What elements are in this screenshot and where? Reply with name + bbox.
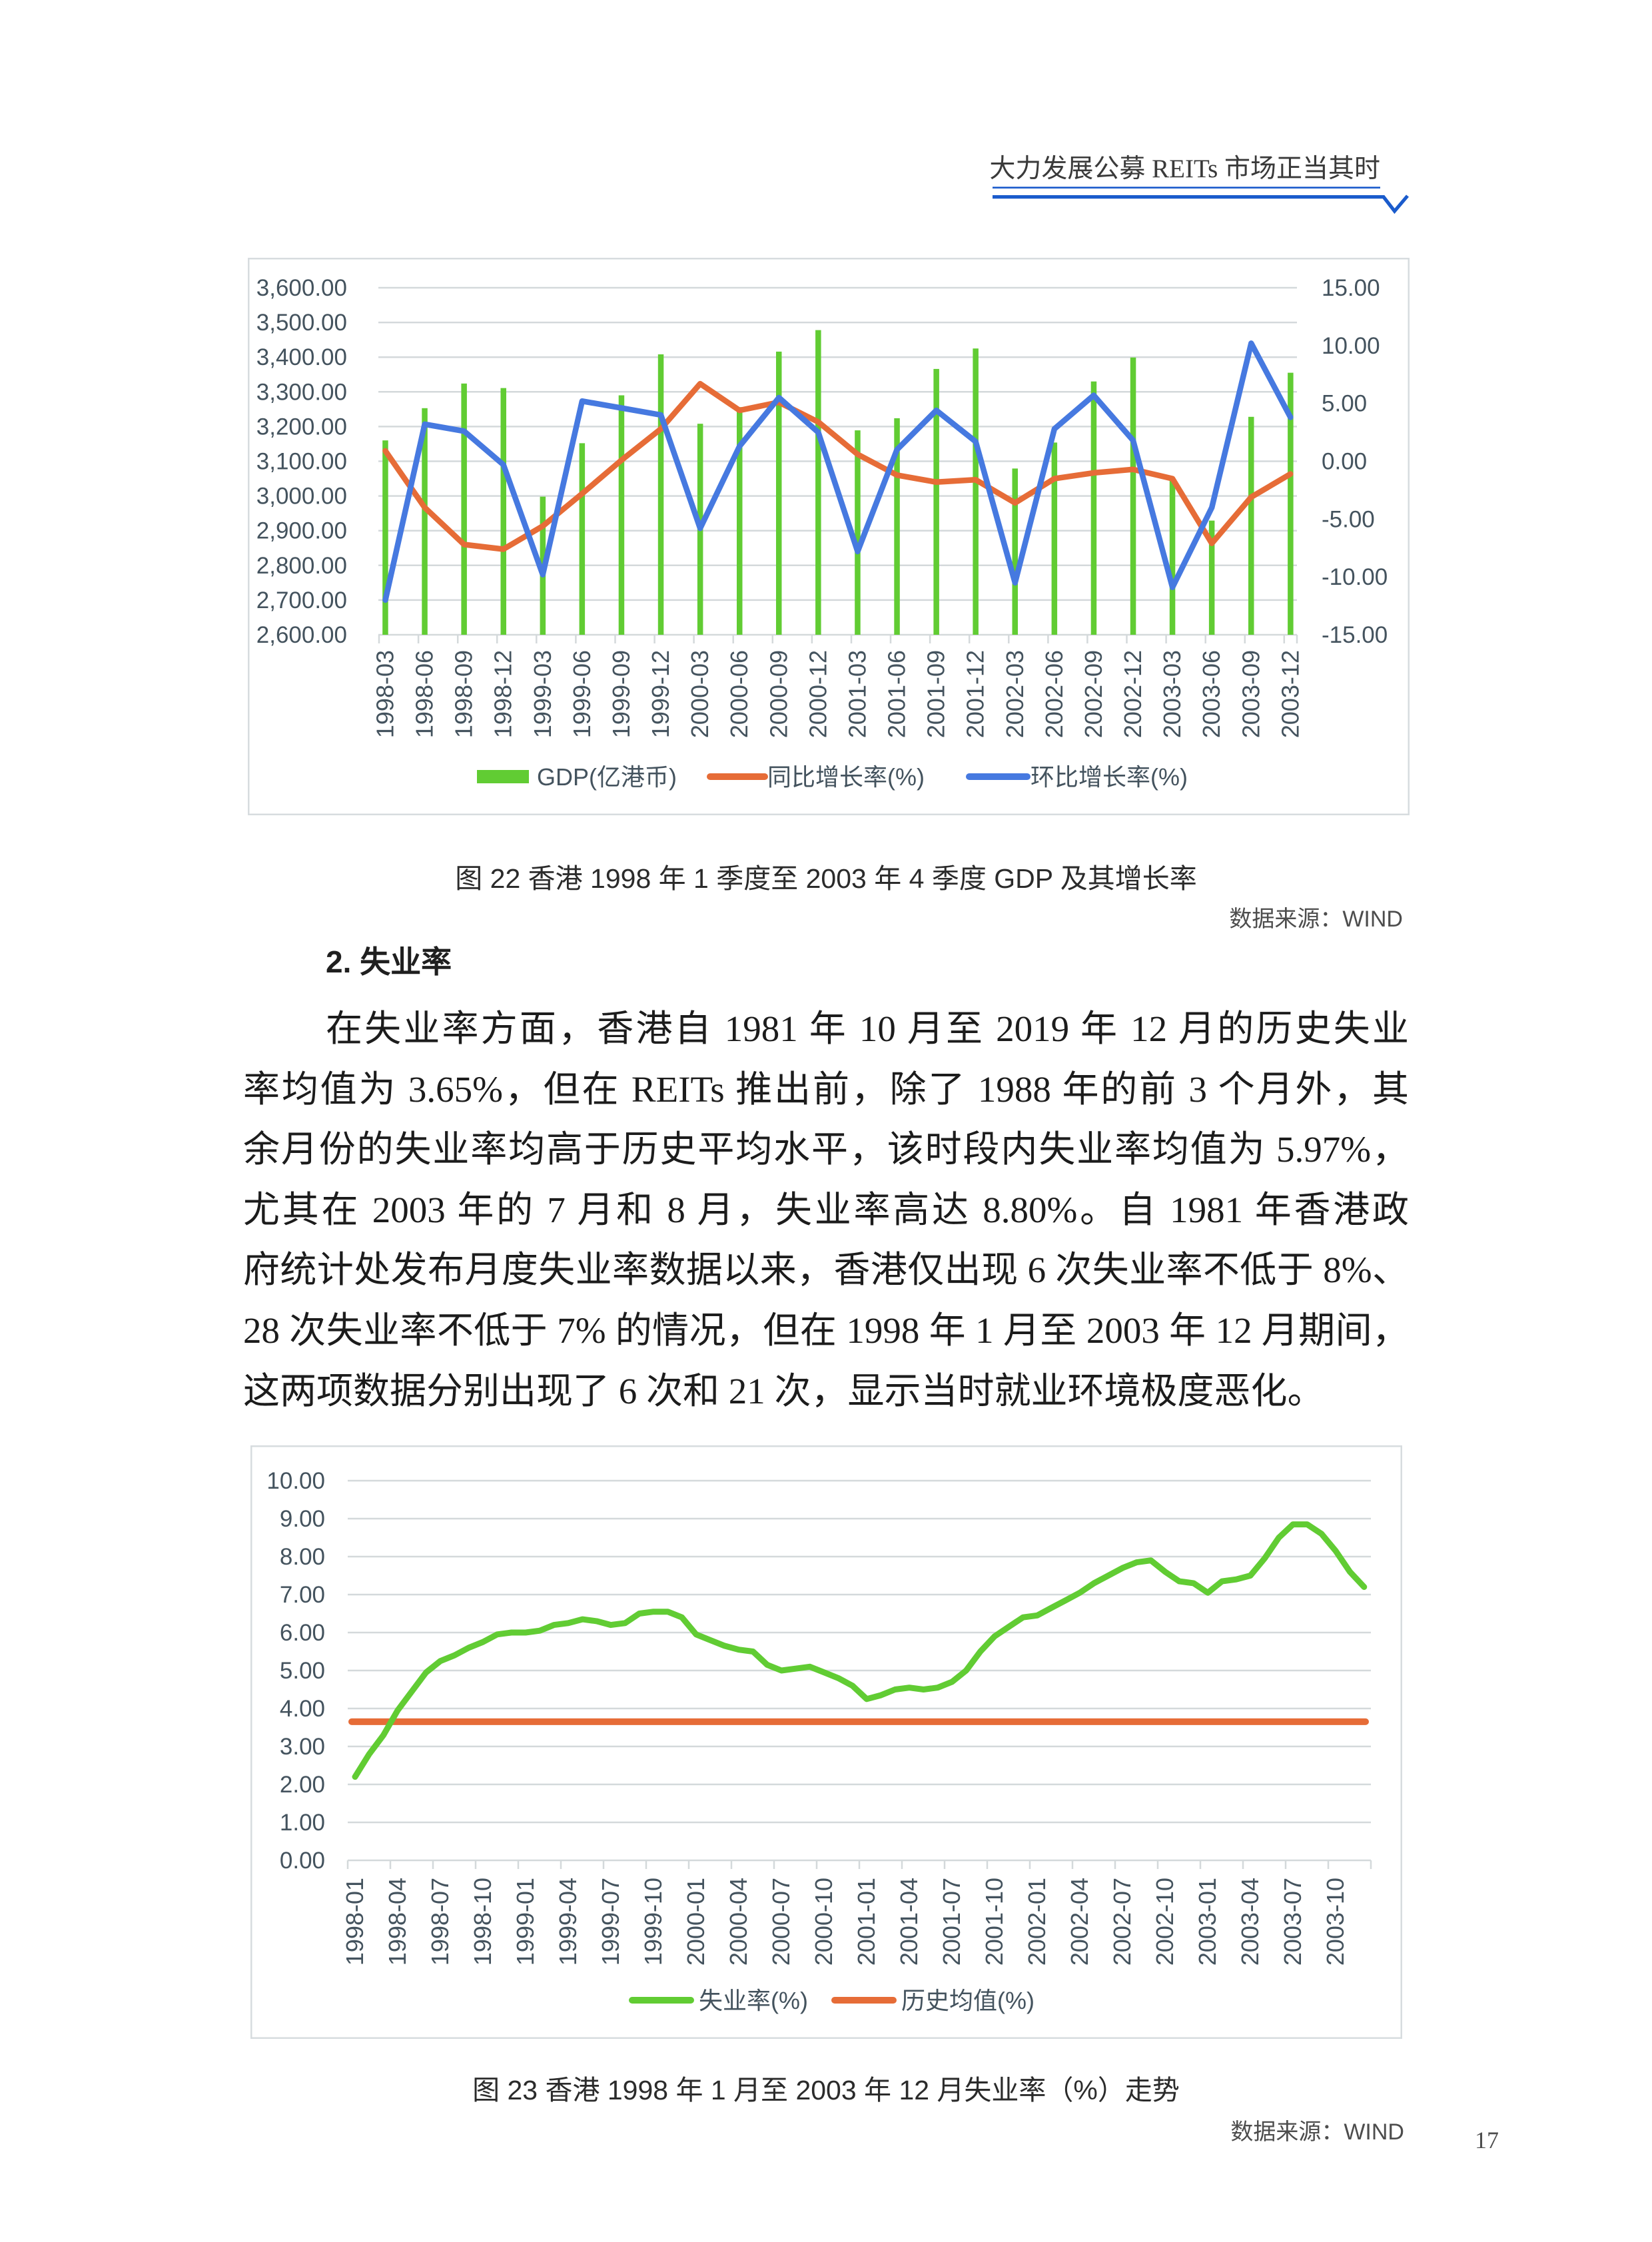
svg-text:2000-12: 2000-12: [804, 650, 831, 738]
svg-text:2002-09: 2002-09: [1080, 650, 1107, 738]
svg-text:同比增长率(%): 同比增长率(%): [767, 763, 925, 791]
svg-text:2000-06: 2000-06: [725, 650, 753, 738]
svg-text:2001-06: 2001-06: [883, 650, 911, 738]
svg-text:1998-07: 1998-07: [426, 1878, 454, 1966]
svg-text:环比增长率(%): 环比增长率(%): [1031, 763, 1188, 791]
svg-text:2000-01: 2000-01: [682, 1878, 709, 1966]
svg-text:1999-03: 1999-03: [529, 650, 556, 738]
svg-text:历史均值(%): 历史均值(%): [901, 1987, 1034, 2014]
svg-text:3,000.00: 3,000.00: [256, 484, 347, 510]
svg-text:3.00: 3.00: [280, 1734, 325, 1760]
svg-text:1998-12: 1998-12: [490, 650, 517, 738]
svg-text:2003-12: 2003-12: [1276, 650, 1304, 738]
svg-text:2003-10: 2003-10: [1322, 1878, 1349, 1966]
svg-text:10.00: 10.00: [1322, 333, 1380, 359]
svg-text:2003-03: 2003-03: [1158, 650, 1186, 738]
svg-text:4.00: 4.00: [280, 1696, 325, 1722]
svg-text:2003-06: 2003-06: [1198, 650, 1225, 738]
svg-text:2003-07: 2003-07: [1279, 1878, 1306, 1966]
svg-text:2001-04: 2001-04: [895, 1878, 923, 1966]
svg-text:1999-04: 1999-04: [554, 1878, 582, 1966]
svg-text:1999-07: 1999-07: [597, 1878, 624, 1966]
svg-text:2001-07: 2001-07: [938, 1878, 965, 1966]
svg-text:2000-07: 2000-07: [767, 1878, 795, 1966]
svg-text:2001-09: 2001-09: [923, 650, 950, 738]
svg-text:1998-04: 1998-04: [384, 1878, 411, 1966]
svg-text:2002-07: 2002-07: [1108, 1878, 1136, 1966]
svg-text:3,300.00: 3,300.00: [256, 379, 347, 405]
svg-text:1.00: 1.00: [280, 1810, 325, 1836]
svg-text:-5.00: -5.00: [1322, 506, 1375, 532]
svg-text:0.00: 0.00: [280, 1848, 325, 1874]
svg-text:2000-09: 2000-09: [765, 650, 792, 738]
svg-text:2001-10: 2001-10: [981, 1878, 1008, 1966]
svg-text:2001-01: 2001-01: [853, 1878, 880, 1966]
svg-text:2002-12: 2002-12: [1119, 650, 1146, 738]
svg-text:3,500.00: 3,500.00: [256, 310, 347, 336]
svg-text:-10.00: -10.00: [1322, 564, 1388, 590]
svg-text:2003-04: 2003-04: [1236, 1878, 1264, 1966]
svg-text:1998-01: 1998-01: [341, 1878, 368, 1966]
svg-text:3,200.00: 3,200.00: [256, 414, 347, 440]
svg-text:2003-09: 2003-09: [1237, 650, 1264, 738]
svg-text:2002-03: 2002-03: [1001, 650, 1029, 738]
svg-text:2002-10: 2002-10: [1151, 1878, 1178, 1966]
svg-text:5.00: 5.00: [280, 1658, 325, 1684]
svg-text:1998-03: 1998-03: [372, 650, 399, 738]
svg-text:2000-04: 2000-04: [725, 1878, 752, 1966]
svg-text:2002-01: 2002-01: [1023, 1878, 1050, 1966]
svg-text:1998-09: 1998-09: [450, 650, 478, 738]
svg-text:2,700.00: 2,700.00: [256, 587, 347, 613]
svg-text:3,400.00: 3,400.00: [256, 344, 347, 370]
svg-text:7.00: 7.00: [280, 1582, 325, 1608]
svg-text:0.00: 0.00: [1322, 449, 1367, 475]
svg-text:2.00: 2.00: [280, 1772, 325, 1798]
svg-text:2000-10: 2000-10: [810, 1878, 837, 1966]
svg-text:5.00: 5.00: [1322, 391, 1367, 417]
svg-text:2,900.00: 2,900.00: [256, 518, 347, 544]
svg-text:2003-01: 2003-01: [1194, 1878, 1221, 1966]
svg-text:2,600.00: 2,600.00: [256, 622, 347, 648]
svg-text:1999-09: 1999-09: [608, 650, 635, 738]
svg-text:6.00: 6.00: [280, 1620, 325, 1646]
svg-text:3,600.00: 3,600.00: [256, 275, 347, 301]
svg-text:2002-06: 2002-06: [1040, 650, 1068, 738]
svg-text:15.00: 15.00: [1322, 275, 1380, 301]
svg-text:2001-12: 2001-12: [962, 650, 989, 738]
svg-text:2000-03: 2000-03: [686, 650, 713, 738]
svg-text:2002-04: 2002-04: [1066, 1878, 1093, 1966]
svg-text:1999-06: 1999-06: [568, 650, 596, 738]
svg-text:8.00: 8.00: [280, 1544, 325, 1570]
svg-text:10.00: 10.00: [266, 1468, 325, 1494]
svg-text:1999-01: 1999-01: [512, 1878, 539, 1966]
svg-text:2,800.00: 2,800.00: [256, 553, 347, 579]
svg-text:GDP(亿港币): GDP(亿港币): [537, 763, 677, 791]
svg-text:失业率(%): 失业率(%): [699, 1987, 808, 2014]
svg-text:1998-10: 1998-10: [469, 1878, 496, 1966]
svg-text:2001-03: 2001-03: [844, 650, 871, 738]
svg-text:1998-06: 1998-06: [411, 650, 438, 738]
svg-text:9.00: 9.00: [280, 1506, 325, 1532]
svg-text:-15.00: -15.00: [1322, 622, 1388, 648]
svg-text:3,100.00: 3,100.00: [256, 449, 347, 475]
svg-text:1999-10: 1999-10: [639, 1878, 667, 1966]
svg-text:1999-12: 1999-12: [647, 650, 674, 738]
